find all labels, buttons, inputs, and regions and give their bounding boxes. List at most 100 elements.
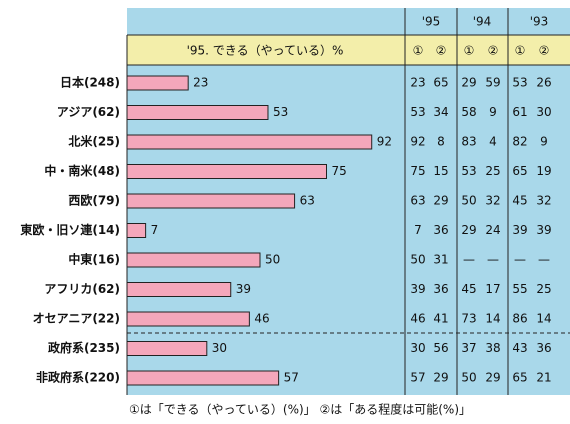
table-cell: 59: [485, 76, 500, 90]
table-cell: 9: [489, 105, 497, 119]
bar: [126, 311, 250, 327]
year-header: '95: [422, 15, 441, 29]
column-header: ②: [436, 44, 447, 58]
table-cell: 65: [512, 371, 527, 385]
table-cell: 50: [461, 194, 476, 208]
table-cell: 61: [512, 105, 527, 119]
year-header: '93: [530, 15, 549, 29]
table-cell: 43: [512, 341, 527, 355]
table-cell: 15: [433, 164, 448, 178]
bar: [126, 164, 327, 179]
table-cell: 32: [536, 194, 551, 208]
table-cell: 58: [461, 105, 476, 119]
table-cell: 53: [461, 164, 476, 178]
table-cell: 53: [512, 76, 527, 90]
value-label: 53: [273, 105, 288, 119]
bar: [126, 105, 269, 120]
table-cell: 50: [410, 253, 425, 267]
table-cell: 56: [433, 341, 448, 355]
note: ①は「できる（やっている）(%)」 ②は「ある程度は可能(%)」: [129, 402, 471, 417]
table-cell: 37: [461, 341, 476, 355]
value-label: 30: [212, 341, 227, 355]
table-cell: 39: [536, 223, 551, 237]
table-cell: 50: [461, 371, 476, 385]
category-label: オセアニア(22): [33, 312, 120, 326]
table-cell: 26: [536, 76, 551, 90]
table-cell: 36: [433, 282, 448, 296]
bar: [126, 193, 296, 209]
table-cell: 92: [410, 135, 425, 149]
table-cell: 41: [433, 312, 448, 326]
table-cell: 82: [512, 135, 527, 149]
table-cell: 7: [414, 223, 422, 237]
table-cell: 36: [433, 223, 448, 237]
table-cell: 30: [536, 105, 551, 119]
table-cell: 36: [536, 341, 551, 355]
category-label: 中・南米(48): [44, 163, 120, 178]
value-label: 7: [151, 223, 159, 237]
table-cell: 39: [512, 223, 527, 237]
table-cell: 24: [485, 223, 500, 237]
bar: [126, 134, 373, 150]
table-cell: 29: [461, 223, 476, 237]
column-header: ①: [515, 44, 526, 58]
table-cell: 14: [536, 312, 551, 326]
table-cell: 8: [437, 135, 445, 149]
bar: [126, 370, 280, 386]
column-header: ②: [488, 44, 499, 58]
table-cell: 25: [485, 164, 500, 178]
table-cell: 34: [433, 105, 448, 119]
value-label: 39: [236, 282, 251, 296]
table-cell: 19: [536, 164, 551, 178]
table-cell: 4: [489, 135, 497, 149]
table-cell: 46: [410, 312, 425, 326]
category-label: 北米(25): [68, 134, 120, 149]
value-label: 50: [265, 253, 280, 267]
category-label: 日本(248): [60, 75, 120, 90]
table-cell: 83: [461, 135, 476, 149]
column-header: ①: [464, 44, 475, 58]
category-label: 西欧(79): [68, 193, 120, 208]
category-label: アフリカ(62): [44, 282, 120, 296]
table-cell: 45: [461, 282, 476, 296]
bar: [126, 75, 189, 91]
category-label: 政府系(235): [48, 340, 120, 355]
category-label: 中東(16): [68, 252, 120, 267]
table-cell: 29: [485, 371, 500, 385]
table-cell: 29: [461, 76, 476, 90]
table-cell: 73: [461, 312, 476, 326]
bar: [126, 341, 208, 356]
table-cell: —: [463, 253, 475, 267]
value-label: 63: [300, 194, 315, 208]
table-cell: —: [487, 253, 499, 267]
table-cell: 86: [512, 312, 527, 326]
chart-title: '95. できる（やっている）%: [187, 44, 344, 58]
table-cell: 17: [485, 282, 500, 296]
table-cell: 9: [540, 135, 548, 149]
table-cell: 29: [433, 371, 448, 385]
table-cell: 65: [512, 164, 527, 178]
table-cell: —: [514, 253, 526, 267]
table-cell: 38: [485, 341, 500, 355]
category-label: アジア(62): [57, 105, 120, 119]
table-cell: 14: [485, 312, 500, 326]
table-cell: 55: [512, 282, 527, 296]
table-cell: 63: [410, 194, 425, 208]
table-cell: 23: [410, 76, 425, 90]
table-cell: 32: [485, 194, 500, 208]
table-cell: —: [538, 253, 550, 267]
title-header-bg: [127, 35, 570, 65]
table-cell: 57: [410, 371, 425, 385]
table-cell: 30: [410, 341, 425, 355]
column-header: ②: [539, 44, 550, 58]
bar: [126, 223, 147, 238]
year-header: '94: [473, 15, 492, 29]
value-label: 46: [254, 312, 269, 326]
bar: [126, 252, 261, 268]
category-label: 東欧・旧ソ連(14): [20, 222, 120, 237]
column-header: ①: [413, 44, 424, 58]
table-cell: 65: [433, 76, 448, 90]
table-cell: 45: [512, 194, 527, 208]
year-header-bg: [127, 8, 570, 35]
